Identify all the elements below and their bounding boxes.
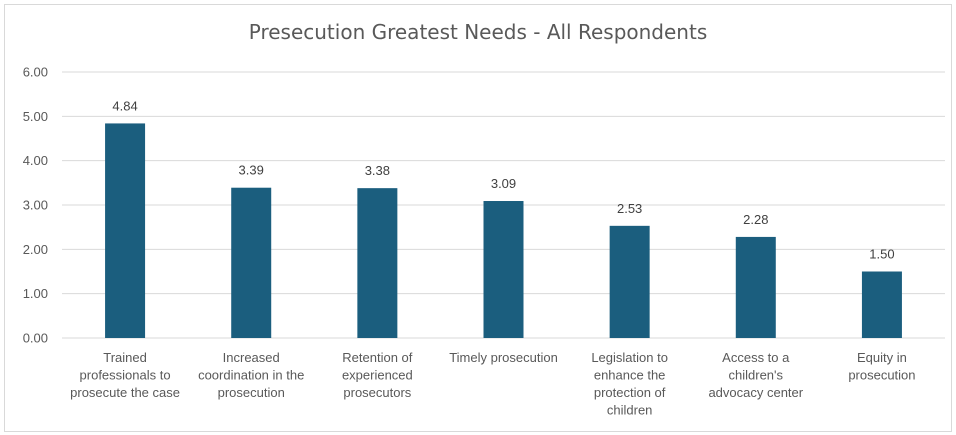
y-tick-label: 3.00 <box>23 198 48 213</box>
x-category-label-line: professionals to <box>80 368 171 383</box>
bar <box>231 187 272 338</box>
x-category-label-line: children's <box>729 368 784 383</box>
x-category-label-line: experienced <box>342 368 413 383</box>
bar <box>105 123 146 338</box>
data-label: 2.53 <box>617 201 642 216</box>
chart-frame <box>4 4 952 432</box>
y-tick-label: 4.00 <box>23 153 48 168</box>
x-category-label-line: advocacy center <box>708 385 803 400</box>
y-tick-label: 5.00 <box>23 109 48 124</box>
bar <box>609 225 650 338</box>
x-category-label-line: children <box>607 403 653 418</box>
bar <box>357 188 398 338</box>
x-category-label: Increased coordination in the prosecution <box>198 350 304 400</box>
bar <box>735 236 776 338</box>
x-category-label-line: Access to a <box>722 350 790 365</box>
x-category-label-line: Legislation to <box>591 350 668 365</box>
data-label: 2.28 <box>743 212 768 227</box>
chart-title: Presecution Greatest Needs - All Respond… <box>248 20 708 44</box>
x-category-label-line: Retention of <box>342 350 412 365</box>
bar <box>483 201 524 338</box>
y-tick-label: 0.00 <box>23 331 48 346</box>
x-category-label-line: Trained <box>103 350 147 365</box>
data-label: 3.39 <box>239 163 264 178</box>
x-category-label-line: prosecutors <box>343 385 411 400</box>
x-category-label-line: Equity in <box>857 350 907 365</box>
x-category-label: Legislation to enhance the protection of ch… <box>591 350 668 418</box>
x-category-label-line: protection of <box>594 385 666 400</box>
x-category-label: Access to a children's advocacy center <box>708 350 803 400</box>
x-category-label-line: coordination in the <box>198 368 304 383</box>
bar <box>861 271 902 338</box>
x-category-label-line: Increased <box>223 350 280 365</box>
y-tick-label: 1.00 <box>23 286 48 301</box>
data-label: 3.09 <box>491 176 516 191</box>
data-label: 4.84 <box>112 98 137 113</box>
y-tick-label: 2.00 <box>23 242 48 257</box>
x-category-label-line: prosecution <box>218 385 285 400</box>
x-category-label: Timely prosecution <box>449 350 558 365</box>
x-category-label: Retention of experienced prosecutors <box>342 350 413 400</box>
x-category-label-line: prosecute the case <box>70 385 180 400</box>
x-category-label-line: enhance the <box>594 368 666 383</box>
x-category-label-line: prosecution <box>848 368 915 383</box>
x-category-label: Equity in prosecution <box>848 350 915 383</box>
x-category-label: Trained professionals to prosecute the cas… <box>70 350 180 400</box>
x-category-label-line: Timely prosecution <box>449 350 558 365</box>
data-label: 3.38 <box>365 163 390 178</box>
y-tick-label: 6.00 <box>23 65 48 80</box>
data-label: 1.50 <box>869 247 894 262</box>
